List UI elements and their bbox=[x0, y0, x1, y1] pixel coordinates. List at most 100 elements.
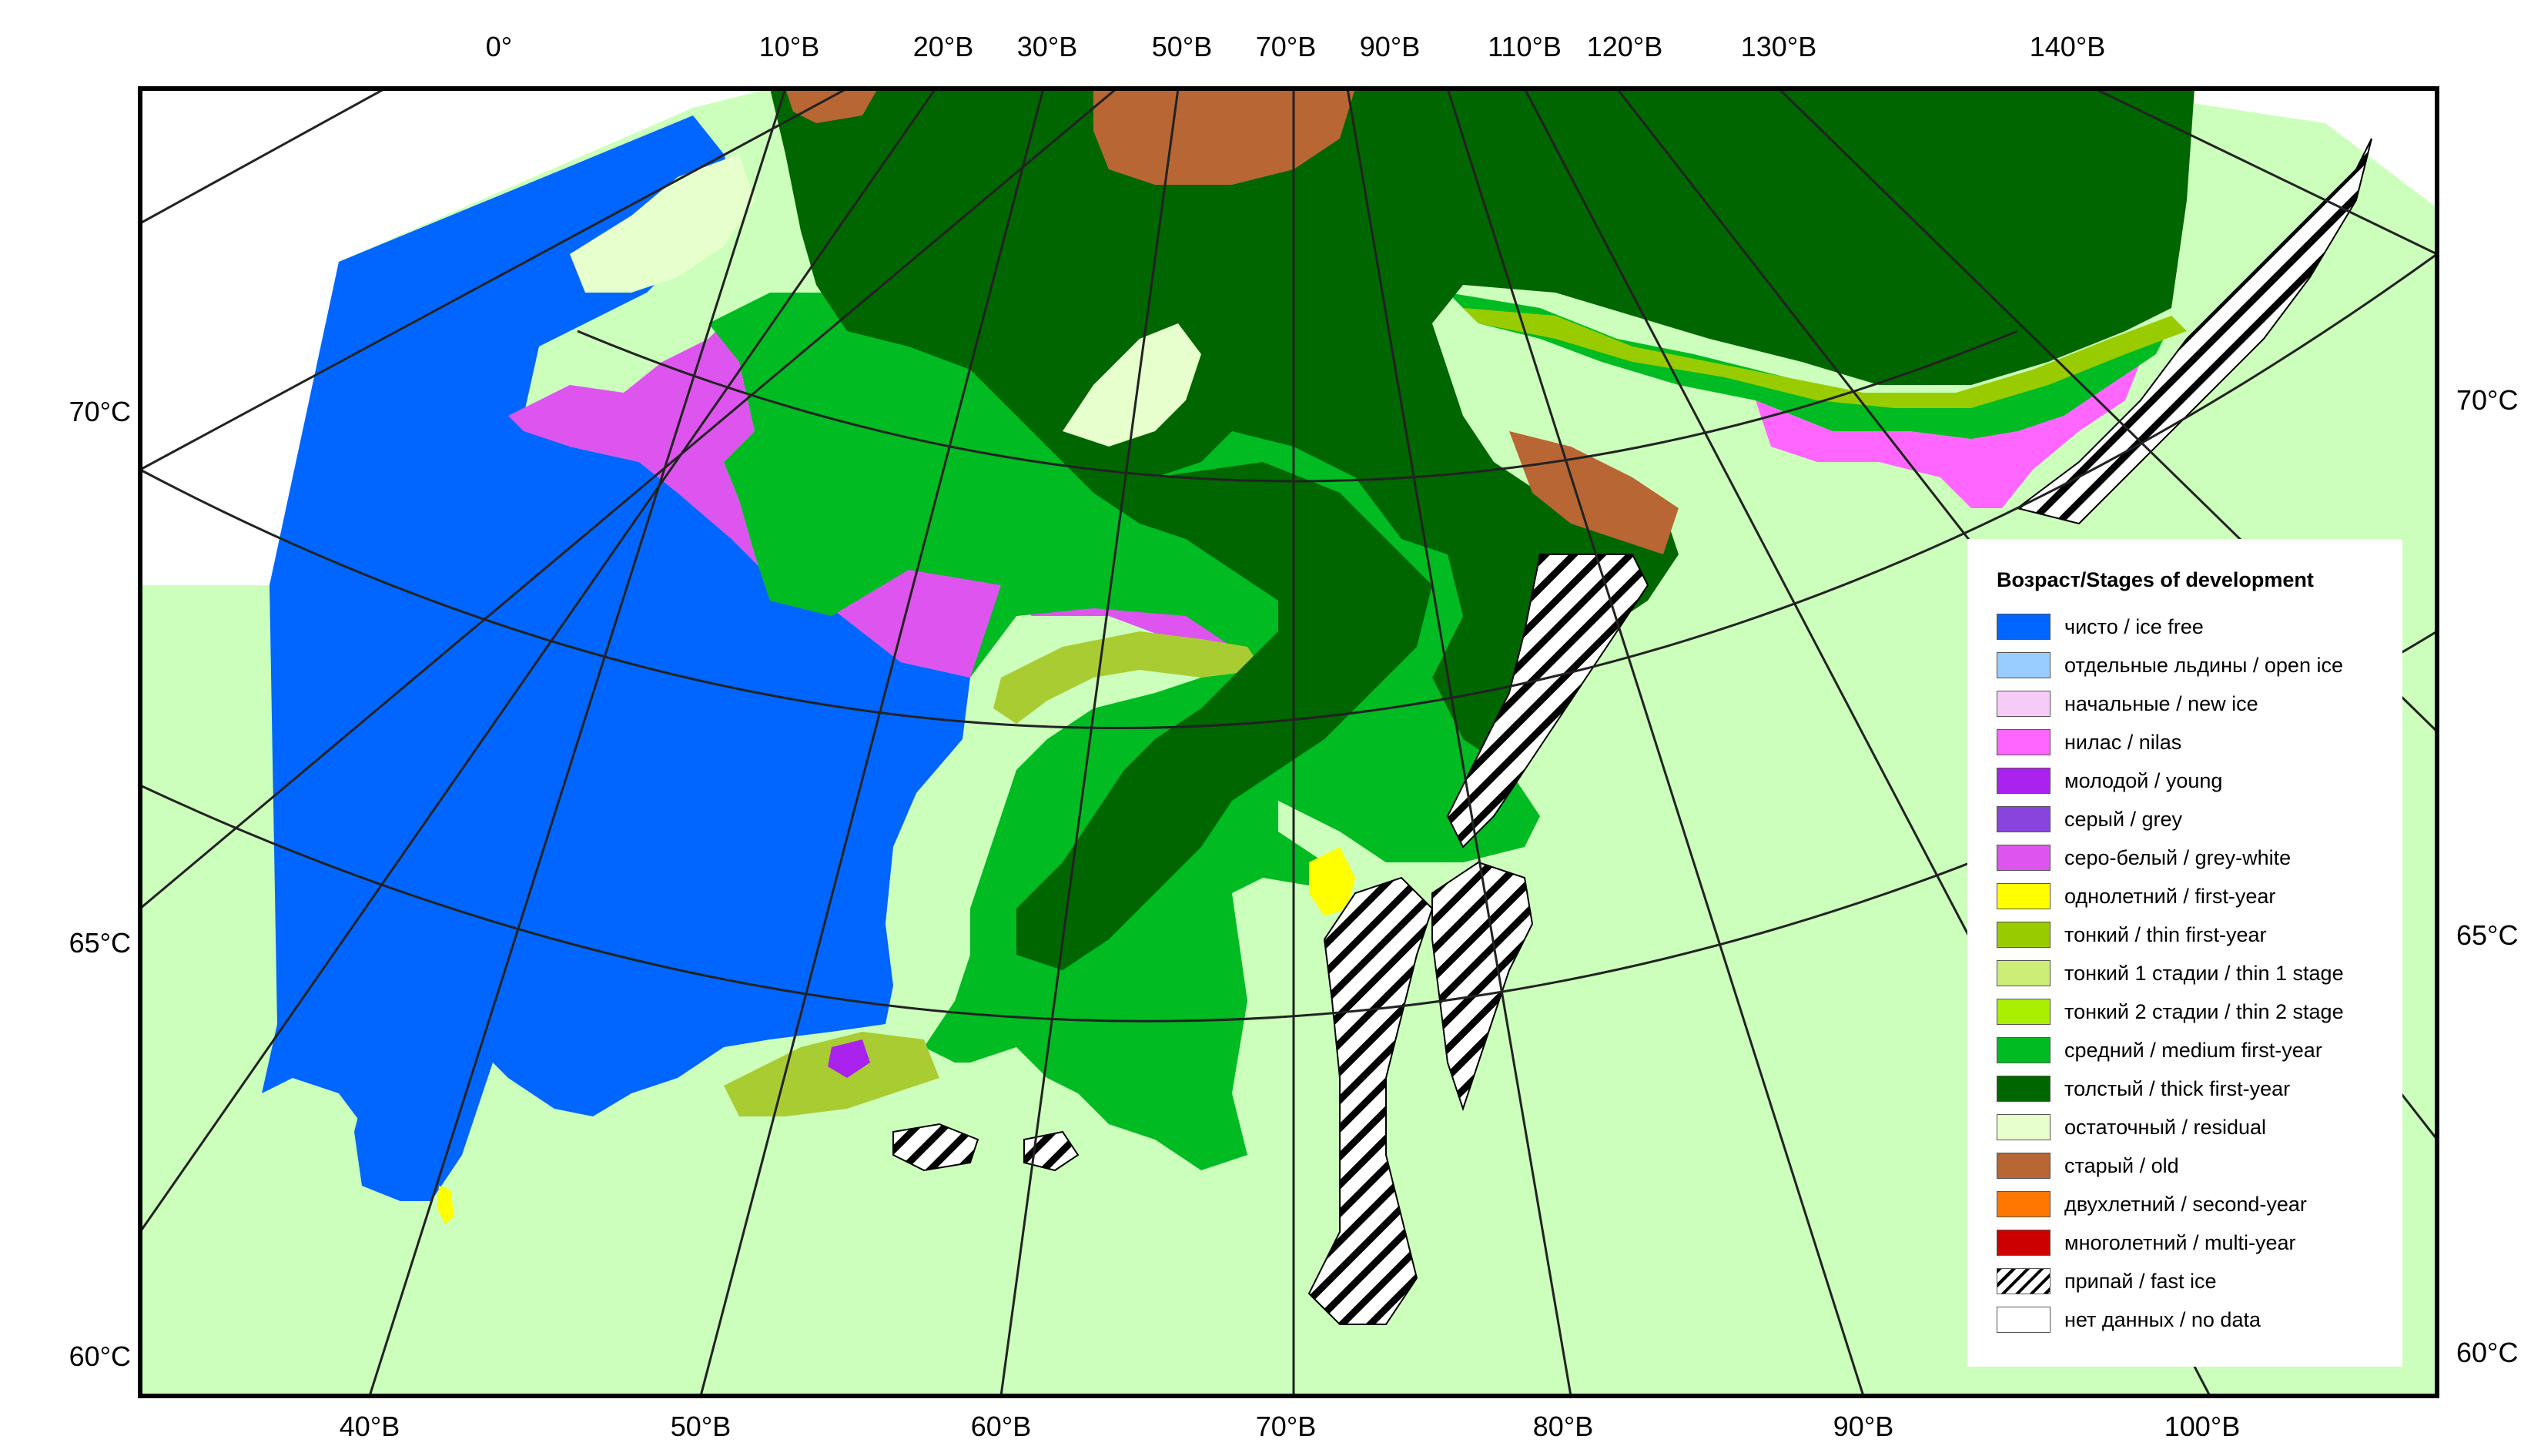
legend-swatch bbox=[1997, 806, 2051, 832]
bottom-tick-label: 70°В bbox=[1255, 1411, 1317, 1442]
fast-ice-khatanga bbox=[1446, 554, 1649, 848]
legend-item: средний / medium first-year bbox=[1997, 1031, 2402, 1069]
legend-item: многолетний / multi-year bbox=[1997, 1223, 2402, 1262]
legend-label: остаточный / residual bbox=[2064, 1115, 2267, 1139]
residual-coast bbox=[570, 154, 755, 293]
thick-first-year-central bbox=[1016, 462, 1432, 970]
legend-swatch bbox=[1997, 614, 2051, 640]
legend-swatch bbox=[1997, 922, 2051, 948]
legend-swatch bbox=[1997, 999, 2051, 1025]
top-tick-label: 110°В bbox=[1488, 31, 1562, 62]
top-tick-label: 130°В bbox=[1740, 31, 1817, 62]
thin-first-year-south bbox=[724, 1032, 939, 1116]
top-tick-label: 90°В bbox=[1359, 31, 1421, 62]
old-ice-nw bbox=[785, 89, 878, 123]
legend-swatch bbox=[1997, 960, 2051, 986]
fast-ice-yenisei bbox=[1431, 861, 1534, 1112]
top-tick-label: 50°В bbox=[1151, 31, 1213, 62]
legend-label: серый / grey bbox=[2064, 807, 2183, 831]
young-ice-patch bbox=[828, 1039, 870, 1078]
legend-swatch bbox=[1997, 729, 2051, 755]
legend-item: молодой / young bbox=[1997, 761, 2402, 800]
legend-swatch bbox=[1997, 691, 2051, 717]
legend-item: двухлетний / second-year bbox=[1997, 1185, 2402, 1223]
ice-free-area bbox=[262, 115, 970, 1201]
first-year-ice-patch bbox=[1309, 847, 1355, 916]
top-tick-label: 10°В bbox=[758, 31, 820, 62]
legend-item: однолетний / first-year bbox=[1997, 877, 2402, 915]
legend-title: Возраст/Stages of development bbox=[1997, 568, 2314, 591]
bottom-tick-label: 40°В bbox=[339, 1411, 400, 1442]
legend-swatch bbox=[1997, 1307, 2051, 1333]
legend-swatch bbox=[1997, 1037, 2051, 1063]
ice-free-white-sea bbox=[354, 1001, 462, 1201]
legend: Возраст/Stages of development чисто / ic… bbox=[1967, 539, 2402, 1367]
right-tick-label: 65°С bbox=[2456, 919, 2519, 951]
left-tick-label: 65°С bbox=[69, 927, 131, 959]
thick-first-year-ice bbox=[770, 89, 2194, 770]
right-tick-label: 60°С bbox=[2456, 1337, 2519, 1368]
legend-label: тонкий 2 стадии / thin 2 stage bbox=[2064, 999, 2344, 1023]
legend-label: начальные / new ice bbox=[2064, 691, 2258, 715]
legend-swatch bbox=[1997, 1076, 2051, 1102]
legend-label: нилас / nilas bbox=[2064, 730, 2182, 754]
legend-label: отдельные льдины / open ice bbox=[2064, 653, 2343, 677]
legend-label: серо-белый / grey-white bbox=[2064, 845, 2292, 869]
legend-items: чисто / ice free отдельные льдины / open … bbox=[1997, 608, 2402, 1339]
legend-label: однолетний / first-year bbox=[2064, 884, 2276, 908]
legend-item: остаточный / residual bbox=[1997, 1108, 2402, 1146]
legend-swatch bbox=[1997, 883, 2051, 909]
legend-item: старый / old bbox=[1997, 1146, 2402, 1185]
legend-item: начальные / new ice bbox=[1997, 684, 2402, 723]
right-tick-label: 70°С bbox=[2456, 384, 2519, 416]
legend-item: нилас / nilas bbox=[1997, 723, 2402, 761]
legend-item: тонкий 2 стадии / thin 2 stage bbox=[1997, 992, 2402, 1031]
legend-swatch bbox=[1997, 652, 2051, 678]
legend-label: старый / old bbox=[2064, 1153, 2179, 1177]
legend-label: тонкий / thin first-year bbox=[2064, 922, 2267, 946]
legend-label: средний / medium first-year bbox=[2064, 1038, 2322, 1062]
legend-label: многолетний / multi-year bbox=[2064, 1230, 2296, 1254]
first-year-ice-sw bbox=[437, 1186, 454, 1224]
legend-item: отдельные льдины / open ice bbox=[1997, 646, 2402, 684]
top-tick-label: 30°В bbox=[1016, 31, 1078, 62]
legend-swatch bbox=[1997, 1114, 2051, 1140]
top-tick-label: 0° bbox=[485, 31, 513, 62]
left-tick-label: 60°С bbox=[69, 1341, 131, 1372]
legend-swatch bbox=[1997, 768, 2051, 794]
map-frame bbox=[138, 86, 2439, 1398]
legend-swatch bbox=[1997, 1268, 2051, 1294]
legend-label: нет данных / no data bbox=[2064, 1307, 2261, 1331]
bottom-tick-label: 50°В bbox=[670, 1411, 732, 1442]
legend-swatch bbox=[1997, 1230, 2051, 1256]
legend-item: тонкий 1 стадии / thin 1 stage bbox=[1997, 954, 2402, 992]
bottom-tick-label: 90°В bbox=[1833, 1411, 1894, 1442]
legend-item: серо-белый / grey-white bbox=[1997, 838, 2402, 877]
legend-label: молодой / young bbox=[2064, 768, 2223, 792]
old-ice-north bbox=[1093, 89, 1355, 185]
fast-ice-pechora bbox=[892, 1123, 979, 1172]
left-tick-label: 70°С bbox=[69, 396, 131, 427]
bottom-tick-label: 100°В bbox=[2164, 1411, 2241, 1442]
residual-island bbox=[1063, 323, 1201, 447]
bottom-tick-label: 80°В bbox=[1532, 1411, 1594, 1442]
thin-first-year-band bbox=[1463, 308, 2187, 408]
legend-item: тонкий / thin first-year bbox=[1997, 915, 2402, 954]
top-tick-label: 140°В bbox=[2029, 31, 2106, 62]
no-data-area-east bbox=[2094, 89, 2437, 208]
fast-ice-ob-gulf bbox=[1307, 876, 1434, 1325]
fast-ice-baydara bbox=[1023, 1130, 1080, 1172]
legend-item: толстый / thick first-year bbox=[1997, 1069, 2402, 1108]
legend-item: серый / grey bbox=[1997, 800, 2402, 838]
bottom-tick-label: 60°В bbox=[970, 1411, 1032, 1442]
top-tick-label: 20°В bbox=[912, 31, 974, 62]
thin-first-year-kara bbox=[993, 631, 1263, 724]
top-tick-label: 120°В bbox=[1586, 31, 1663, 62]
legend-label: чисто / ice free bbox=[2064, 614, 2204, 638]
legend-label: толстый / thick first-year bbox=[2064, 1076, 2291, 1100]
top-tick-label: 70°В bbox=[1255, 31, 1317, 62]
legend-swatch bbox=[1997, 1153, 2051, 1179]
legend-item: чисто / ice free bbox=[1997, 608, 2402, 646]
legend-label: тонкий 1 стадии / thin 1 stage bbox=[2064, 961, 2344, 985]
legend-swatch bbox=[1997, 1191, 2051, 1217]
